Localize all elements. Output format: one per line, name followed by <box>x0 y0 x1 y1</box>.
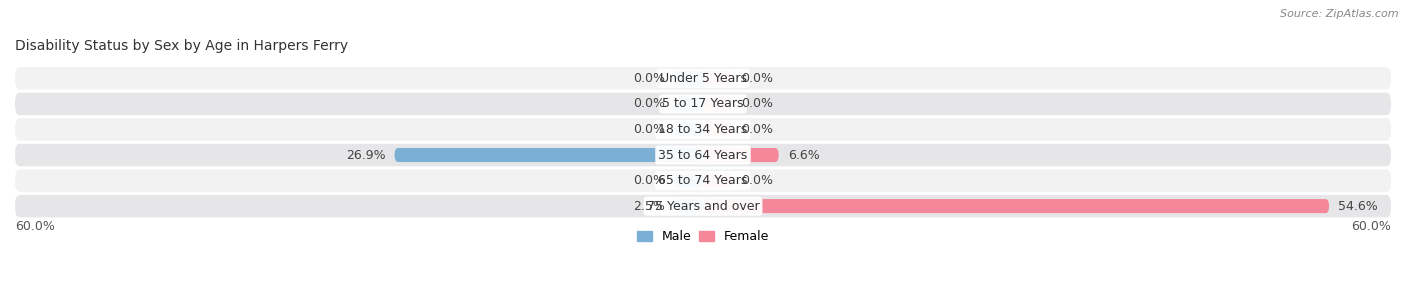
FancyBboxPatch shape <box>703 71 731 85</box>
FancyBboxPatch shape <box>395 148 703 162</box>
FancyBboxPatch shape <box>15 93 1391 115</box>
Text: 0.0%: 0.0% <box>633 72 665 85</box>
FancyBboxPatch shape <box>15 67 1391 90</box>
Text: 75 Years and over: 75 Years and over <box>647 200 759 213</box>
Text: Disability Status by Sex by Age in Harpers Ferry: Disability Status by Sex by Age in Harpe… <box>15 39 349 53</box>
Text: 26.9%: 26.9% <box>346 149 385 162</box>
FancyBboxPatch shape <box>15 118 1391 141</box>
Text: 5 to 17 Years: 5 to 17 Years <box>662 97 744 110</box>
Text: 0.0%: 0.0% <box>741 123 773 136</box>
Text: 6.6%: 6.6% <box>787 149 820 162</box>
FancyBboxPatch shape <box>15 195 1391 217</box>
FancyBboxPatch shape <box>675 71 703 85</box>
Text: 0.0%: 0.0% <box>633 174 665 187</box>
FancyBboxPatch shape <box>703 97 731 111</box>
FancyBboxPatch shape <box>703 148 779 162</box>
Text: 0.0%: 0.0% <box>741 174 773 187</box>
Text: 0.0%: 0.0% <box>633 123 665 136</box>
Text: 54.6%: 54.6% <box>1339 200 1378 213</box>
FancyBboxPatch shape <box>703 199 1329 213</box>
FancyBboxPatch shape <box>703 174 731 188</box>
Text: 18 to 34 Years: 18 to 34 Years <box>658 123 748 136</box>
Text: 2.5%: 2.5% <box>633 200 665 213</box>
FancyBboxPatch shape <box>675 174 703 188</box>
Text: 0.0%: 0.0% <box>741 97 773 110</box>
FancyBboxPatch shape <box>675 199 703 213</box>
Text: 65 to 74 Years: 65 to 74 Years <box>658 174 748 187</box>
Text: Source: ZipAtlas.com: Source: ZipAtlas.com <box>1281 9 1399 19</box>
Text: 60.0%: 60.0% <box>1351 220 1391 233</box>
Text: 60.0%: 60.0% <box>15 220 55 233</box>
Legend: Male, Female: Male, Female <box>631 225 775 248</box>
Text: 35 to 64 Years: 35 to 64 Years <box>658 149 748 162</box>
Text: Under 5 Years: Under 5 Years <box>659 72 747 85</box>
FancyBboxPatch shape <box>675 97 703 111</box>
Text: 0.0%: 0.0% <box>741 72 773 85</box>
FancyBboxPatch shape <box>15 169 1391 192</box>
FancyBboxPatch shape <box>15 144 1391 166</box>
FancyBboxPatch shape <box>703 122 731 136</box>
FancyBboxPatch shape <box>675 122 703 136</box>
Text: 0.0%: 0.0% <box>633 97 665 110</box>
